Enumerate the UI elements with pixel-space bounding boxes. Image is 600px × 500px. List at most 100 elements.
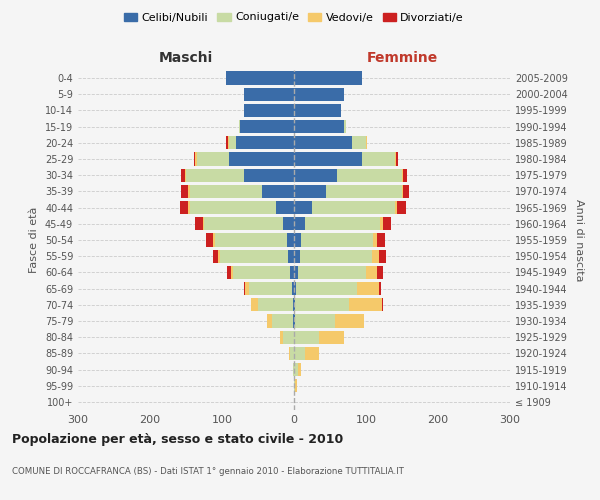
Y-axis label: Fasce di età: Fasce di età: [29, 207, 39, 273]
Bar: [326, 185, 402, 198]
Bar: [305, 217, 380, 230]
Bar: [266, 314, 272, 328]
Bar: [248, 282, 292, 295]
Bar: [289, 346, 290, 360]
Bar: [288, 250, 294, 263]
Bar: [294, 104, 341, 117]
Bar: [372, 250, 379, 263]
Bar: [294, 185, 326, 198]
Bar: [215, 234, 287, 246]
Bar: [337, 168, 402, 182]
Bar: [280, 330, 283, 344]
Bar: [358, 282, 379, 295]
Bar: [402, 185, 403, 198]
Bar: [236, 136, 294, 149]
Bar: [290, 266, 294, 279]
Bar: [181, 168, 185, 182]
Bar: [276, 201, 294, 214]
Bar: [197, 152, 229, 166]
Text: COMUNE DI ROCCAFRANCA (BS) - Dati ISTAT 1° gennaio 2010 - Elaborazione TUTTITALI: COMUNE DI ROCCAFRANCA (BS) - Dati ISTAT …: [12, 468, 404, 476]
Bar: [272, 314, 293, 328]
Bar: [196, 217, 203, 230]
Bar: [294, 379, 295, 392]
Bar: [293, 298, 294, 312]
Bar: [366, 266, 377, 279]
Bar: [380, 217, 383, 230]
Bar: [294, 217, 305, 230]
Bar: [203, 217, 204, 230]
Bar: [352, 136, 366, 149]
Bar: [179, 201, 188, 214]
Bar: [186, 168, 244, 182]
Bar: [294, 330, 319, 344]
Bar: [395, 201, 397, 214]
Bar: [379, 250, 386, 263]
Bar: [185, 168, 186, 182]
Bar: [296, 282, 358, 295]
Bar: [319, 330, 344, 344]
Bar: [190, 185, 262, 198]
Bar: [294, 298, 295, 312]
Bar: [292, 282, 294, 295]
Bar: [377, 266, 383, 279]
Bar: [290, 346, 294, 360]
Bar: [301, 234, 373, 246]
Bar: [377, 234, 385, 246]
Bar: [344, 120, 346, 134]
Bar: [244, 168, 294, 182]
Bar: [194, 152, 196, 166]
Bar: [294, 88, 344, 101]
Bar: [294, 266, 298, 279]
Bar: [283, 330, 294, 344]
Bar: [228, 136, 229, 149]
Bar: [229, 136, 236, 149]
Bar: [403, 168, 407, 182]
Bar: [226, 136, 228, 149]
Bar: [366, 136, 367, 149]
Bar: [298, 363, 301, 376]
Bar: [403, 185, 409, 198]
Bar: [206, 234, 214, 246]
Bar: [396, 152, 398, 166]
Bar: [397, 201, 406, 214]
Bar: [188, 185, 190, 198]
Bar: [294, 120, 344, 134]
Bar: [383, 217, 391, 230]
Bar: [196, 152, 197, 166]
Text: Popolazione per età, sesso e stato civile - 2010: Popolazione per età, sesso e stato civil…: [12, 432, 343, 446]
Bar: [294, 152, 362, 166]
Bar: [293, 363, 294, 376]
Bar: [218, 250, 220, 263]
Bar: [312, 201, 395, 214]
Bar: [402, 168, 403, 182]
Bar: [230, 266, 233, 279]
Bar: [295, 314, 335, 328]
Bar: [362, 152, 395, 166]
Bar: [293, 314, 294, 328]
Bar: [294, 363, 298, 376]
Bar: [294, 168, 337, 182]
Bar: [212, 250, 218, 263]
Bar: [239, 120, 240, 134]
Bar: [181, 185, 188, 198]
Bar: [229, 152, 294, 166]
Y-axis label: Anni di nascita: Anni di nascita: [574, 198, 584, 281]
Bar: [294, 201, 312, 214]
Bar: [226, 72, 294, 85]
Bar: [214, 234, 215, 246]
Bar: [220, 250, 288, 263]
Bar: [283, 217, 294, 230]
Bar: [244, 104, 294, 117]
Text: Femmine: Femmine: [367, 51, 437, 65]
Bar: [190, 201, 276, 214]
Text: Maschi: Maschi: [159, 51, 213, 65]
Bar: [188, 201, 190, 214]
Bar: [287, 234, 294, 246]
Bar: [294, 234, 301, 246]
Bar: [382, 298, 383, 312]
Bar: [245, 282, 248, 295]
Bar: [227, 266, 230, 279]
Bar: [294, 136, 352, 149]
Bar: [335, 314, 364, 328]
Bar: [294, 250, 300, 263]
